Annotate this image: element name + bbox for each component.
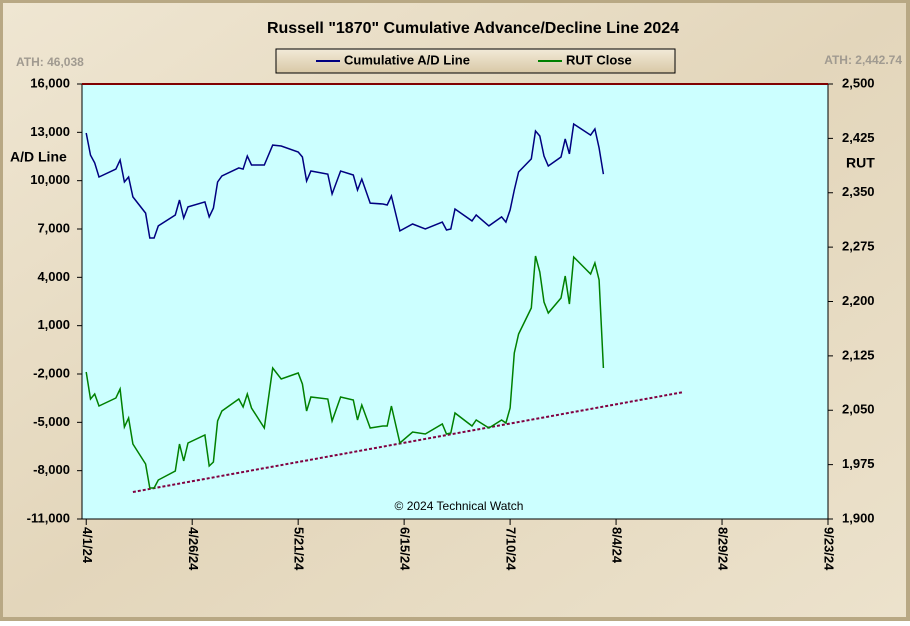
y-tick-label: -8,000: [33, 462, 70, 477]
y-tick-label: 1,000: [37, 317, 70, 332]
x-tick-label: 8/29/24: [716, 527, 731, 571]
y2-tick-label: 1,975: [842, 456, 875, 471]
y-axis-label: A/D Line: [10, 149, 67, 165]
y2-tick-label: 2,350: [842, 184, 875, 199]
x-tick-label: 7/10/24: [504, 527, 519, 571]
series-line: [85, 122, 605, 239]
copyright: © 2024 Technical Watch: [395, 499, 524, 513]
chart-title: Russell "1870" Cumulative Advance/Declin…: [267, 20, 679, 37]
y-tick-label: -11,000: [27, 510, 70, 525]
y2-tick-label: 2,050: [842, 402, 875, 417]
y2-tick-label: 2,500: [842, 75, 875, 90]
x-tick-label: 4/26/24: [186, 527, 201, 571]
y-tick-label: 10,000: [30, 172, 70, 187]
y-tick-label: 7,000: [37, 220, 70, 235]
y-tick-label: -5,000: [33, 414, 70, 429]
plot-area: [81, 83, 829, 520]
y-tick-label: 13,000: [30, 124, 70, 139]
y2-tick-label: 2,125: [842, 347, 875, 362]
y-tick-label: 4,000: [37, 269, 70, 284]
x-tick-label: 8/4/24: [610, 527, 625, 564]
y-tick-label: -2,000: [33, 365, 70, 380]
y2-tick-label: 2,425: [842, 130, 875, 145]
ath-right: ATH: 2,442.74: [824, 53, 902, 67]
y2-tick-label: 1,900: [842, 510, 875, 525]
x-tick-label: 9/23/24: [822, 527, 837, 571]
ath-left: ATH: 46,038: [16, 55, 84, 69]
x-tick-label: 5/21/24: [292, 527, 307, 571]
legend-label: RUT Close: [566, 52, 632, 67]
y2-tick-label: 2,200: [842, 293, 875, 308]
series-line: [85, 255, 605, 489]
y-tick-label: 16,000: [30, 75, 70, 90]
legend: [275, 48, 676, 74]
x-tick-label: 6/15/24: [398, 527, 413, 571]
y2-tick-label: 2,275: [842, 239, 875, 254]
trend-line: [132, 391, 685, 493]
y2-axis-label: RUT: [846, 155, 875, 171]
x-tick-label: 4/1/24: [80, 527, 95, 564]
legend-label: Cumulative A/D Line: [344, 52, 470, 67]
